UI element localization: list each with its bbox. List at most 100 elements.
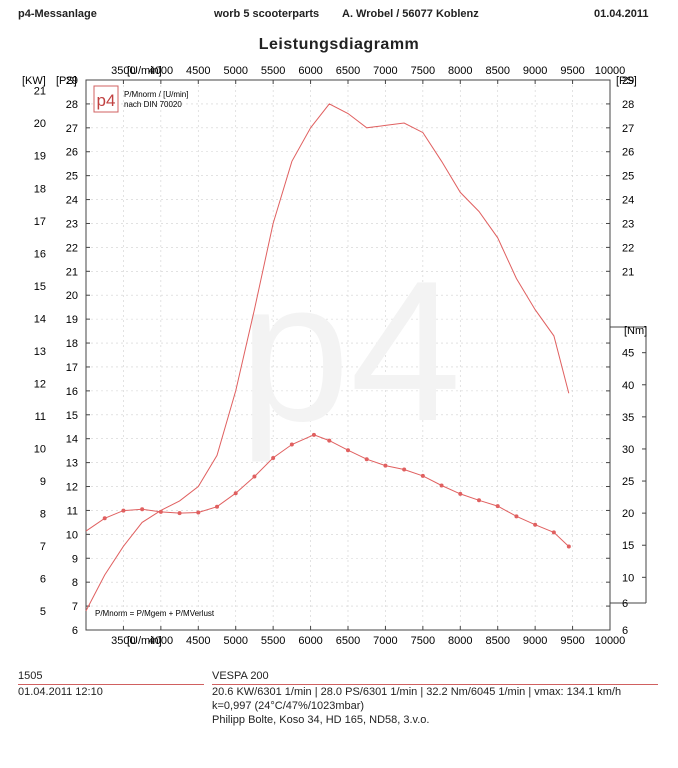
legend-line-1: P/Mnorm / [U/min] bbox=[124, 90, 188, 99]
run-id-underline bbox=[18, 684, 204, 685]
test-conditions: k=0,997 (24°C/47%/1023mbar) bbox=[212, 700, 365, 712]
torque-point bbox=[311, 432, 316, 437]
ps-tick-label-left: 27 bbox=[66, 123, 78, 135]
x-tick-label-bottom: 7500 bbox=[411, 635, 435, 647]
x-tick-label-bottom: 4500 bbox=[186, 635, 210, 647]
ps-tick-label-left: 12 bbox=[66, 482, 78, 494]
torque-point bbox=[215, 504, 219, 509]
ps-tick-label-right: 21 bbox=[622, 266, 634, 278]
ps-tick-label-right: 29 bbox=[622, 75, 634, 87]
x-tick-label-bottom: 5000 bbox=[223, 635, 247, 647]
x-tick-label-top: 5500 bbox=[261, 65, 285, 77]
x-tick-label-top: 10000 bbox=[595, 65, 626, 77]
torque-point bbox=[140, 507, 145, 512]
torque-point bbox=[364, 457, 369, 462]
x-tick-label-top: 5000 bbox=[223, 65, 247, 77]
ps-tick-label-left: 26 bbox=[66, 147, 78, 159]
kw-tick-label: 19 bbox=[34, 151, 46, 163]
ps-tick-label-left: 16 bbox=[66, 386, 78, 398]
ps-tick-label-left: 22 bbox=[66, 242, 78, 254]
torque-point bbox=[327, 438, 332, 443]
kw-tick-label: 13 bbox=[34, 346, 46, 358]
run-datetime: 01.04.2011 12:10 bbox=[18, 686, 103, 698]
ps-tick-label-left: 11 bbox=[67, 505, 78, 517]
x-tick-label-top: 7500 bbox=[411, 65, 435, 77]
vehicle-underline bbox=[212, 684, 658, 685]
kw-tick-label: 17 bbox=[34, 216, 46, 228]
ps-tick-label-left: 23 bbox=[66, 218, 78, 230]
torque-point bbox=[252, 474, 257, 479]
torque-point bbox=[289, 442, 294, 447]
header-date: 01.04.2011 bbox=[594, 8, 649, 20]
ps-tick-label-left: 13 bbox=[66, 458, 78, 470]
torque-point bbox=[439, 483, 444, 488]
rpm-axis-label-bottom: [U/min] bbox=[127, 635, 162, 647]
x-tick-label-top: 7000 bbox=[373, 65, 397, 77]
ps-tick-label-right: 25 bbox=[622, 171, 634, 183]
ps-tick-label-left: 17 bbox=[66, 362, 78, 374]
x-tick-label-top: 6000 bbox=[298, 65, 322, 77]
nm-tick-label: 10 bbox=[622, 572, 634, 584]
ps-tick-label-right: 6 bbox=[622, 625, 628, 637]
ps-tick-label-left: 20 bbox=[66, 290, 78, 302]
x-tick-label-top: 8500 bbox=[485, 65, 509, 77]
torque-point bbox=[102, 516, 107, 521]
x-tick-label-top: 3500 bbox=[111, 65, 135, 77]
ps-tick-label-right: 22 bbox=[622, 242, 634, 254]
dyno-chart: p4 3500 3500 4000 4000 4500 4500 5000 5000 5500 5… bbox=[22, 65, 647, 647]
header-shop-name: worb 5 scooterparts bbox=[214, 8, 320, 20]
chart-title: Leistungsdiagramm bbox=[258, 36, 420, 53]
x-tick-label-top: 4000 bbox=[149, 65, 173, 77]
x-tick-label-bottom: 3500 bbox=[111, 635, 135, 647]
nm-tick-label: 25 bbox=[622, 476, 634, 488]
vehicle-name: VESPA 200 bbox=[212, 670, 269, 682]
p4-logo bbox=[93, 85, 119, 113]
ps-tick-label-left: 15 bbox=[66, 410, 78, 422]
torque-point bbox=[495, 504, 500, 509]
kw-tick-label: 15 bbox=[34, 281, 46, 293]
x-tick-label-bottom: 8500 bbox=[485, 635, 509, 647]
x-tick-label-top: 8000 bbox=[448, 65, 472, 77]
axis-ticks: 3500 3500 4000 4000 4500 4500 5000 5000 5500 5500… bbox=[34, 65, 646, 647]
ps-tick-label-left: 29 bbox=[66, 75, 78, 87]
header-address: A. Wrobel / 56077 Koblenz bbox=[342, 8, 479, 20]
torque-point bbox=[514, 514, 519, 519]
legend-formula: P/Mnorm = P/Mgem + P/MVerlust bbox=[95, 609, 215, 618]
power-curve bbox=[85, 103, 570, 612]
torque-point bbox=[551, 530, 556, 535]
x-tick-label-top: 9500 bbox=[560, 65, 584, 77]
torque-point bbox=[121, 508, 126, 513]
kw-tick-label: 8 bbox=[40, 508, 46, 520]
test-setup: Philipp Bolte, Koso 34, HD 165, ND58, 3.… bbox=[212, 714, 430, 726]
ps-tick-label-left: 19 bbox=[66, 314, 78, 326]
kw-tick-label: 20 bbox=[34, 118, 46, 130]
legend-line-2: nach DIN 70020 bbox=[124, 100, 182, 109]
nm-tick-label: 35 bbox=[622, 412, 634, 424]
ps-tick-label-left: 18 bbox=[66, 338, 78, 350]
kw-tick-label: 12 bbox=[34, 378, 46, 390]
ps-tick-label-right: 28 bbox=[622, 99, 634, 111]
torque-point bbox=[458, 491, 463, 496]
chart-grid bbox=[86, 79, 610, 630]
torque-point bbox=[271, 455, 276, 460]
ps-tick-label-right: 23 bbox=[622, 218, 634, 230]
x-tick-label-top: 9000 bbox=[523, 65, 547, 77]
ps-tick-label-left: 24 bbox=[66, 195, 78, 207]
torque-point bbox=[233, 491, 238, 496]
kw-tick-label: 18 bbox=[34, 183, 46, 195]
kw-tick-label: 6 bbox=[40, 573, 46, 585]
ps-tick-label-left: 6 bbox=[72, 625, 78, 637]
result-summary: 20.6 KW/6301 1/min | 28.0 PS/6301 1/min … bbox=[212, 686, 622, 698]
kw-tick-label: 9 bbox=[40, 476, 46, 488]
kw-tick-label: 21 bbox=[34, 86, 46, 98]
x-tick-label-bottom: 6000 bbox=[298, 635, 322, 647]
ps-tick-label-left: 10 bbox=[66, 529, 78, 541]
ps-tick-label-left: 7 bbox=[72, 601, 78, 613]
torque-point bbox=[402, 467, 407, 472]
torque-point bbox=[477, 498, 481, 503]
torque-point bbox=[533, 522, 538, 527]
torque-point bbox=[420, 473, 425, 478]
rpm-axis-label-top: [U/min] bbox=[127, 65, 162, 77]
torque-point bbox=[158, 509, 163, 514]
kw-tick-label: 7 bbox=[40, 541, 46, 553]
